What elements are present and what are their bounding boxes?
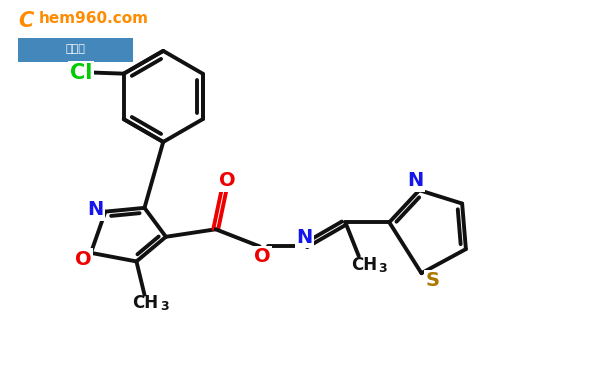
FancyBboxPatch shape [19, 38, 133, 62]
Text: S: S [425, 271, 439, 290]
Text: CH: CH [132, 294, 159, 312]
Text: hem960.com: hem960.com [39, 11, 148, 26]
Text: N: N [88, 200, 104, 219]
Text: 化工网: 化工网 [66, 45, 85, 54]
Text: Cl: Cl [70, 63, 92, 82]
Text: 3: 3 [160, 300, 169, 313]
Text: O: O [254, 247, 270, 266]
Text: O: O [74, 250, 91, 269]
Text: CH: CH [351, 256, 377, 274]
Text: 3: 3 [379, 262, 387, 275]
Text: C: C [19, 11, 34, 31]
Text: N: N [296, 228, 313, 247]
Text: N: N [407, 171, 423, 190]
Text: O: O [218, 171, 235, 190]
